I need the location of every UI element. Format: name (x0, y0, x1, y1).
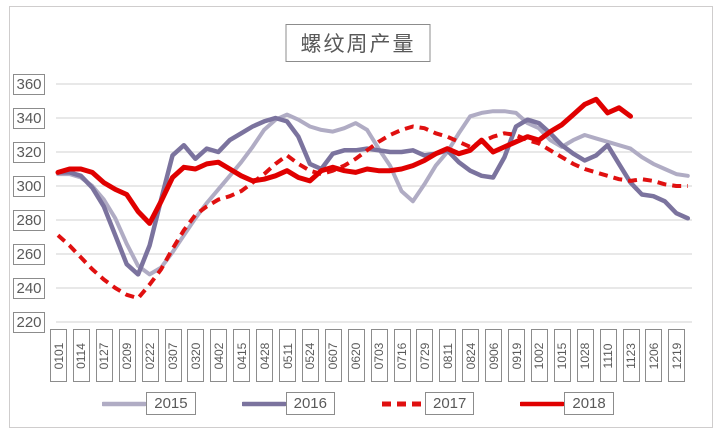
x-axis-tick-label: 1002 (530, 329, 548, 382)
x-axis-tick-text: 0428 (257, 342, 272, 369)
x-axis-tick-text: 0729 (417, 342, 432, 369)
x-axis-tick-label: 0511 (279, 329, 296, 382)
series-line-2015 (56, 109, 690, 277)
legend-item-2018: 2018 (520, 392, 614, 415)
x-axis-tick-label: 1206 (645, 329, 663, 382)
x-axis-tick-label: 1015 (553, 329, 571, 382)
x-axis-tick-text: 1002 (532, 342, 547, 369)
y-axis-tick-label: 220 (13, 311, 45, 333)
x-axis-tick-text: 0906 (486, 342, 501, 369)
x-axis-tick-label: 1028 (576, 329, 594, 382)
legend-swatch-2017 (382, 401, 424, 406)
legend: 2015 2016 2017 2018 (0, 392, 716, 415)
x-axis-tick-label: 0703 (370, 329, 388, 382)
x-axis-tick-text: 0101 (51, 342, 66, 369)
x-axis-tick-text: 1206 (646, 342, 661, 369)
x-axis-tick-label: 0209 (118, 329, 136, 382)
x-axis-tick-text: 0703 (372, 342, 387, 369)
x-axis-tick-text: 0307 (166, 342, 180, 369)
x-axis-tick-text: 0620 (349, 342, 364, 369)
x-axis-tick-text: 0511 (280, 342, 295, 369)
x-axis-tick-label: 1110 (599, 329, 617, 382)
x-axis-tick-text: 1123 (624, 342, 638, 369)
x-axis-tick-text: 0607 (326, 342, 341, 369)
legend-item-2015: 2015 (102, 392, 196, 415)
x-axis-tick-text: 1219 (669, 342, 684, 369)
legend-label-2018: 2018 (564, 392, 614, 415)
x-axis-tick-text: 0524 (303, 342, 318, 369)
x-axis-tick-label: 1123 (622, 329, 640, 382)
legend-item-2016: 2016 (241, 392, 335, 415)
x-axis-tick-label: 0811 (439, 329, 457, 382)
x-axis-tick-text: 0127 (97, 342, 112, 369)
x-axis-tick-text: 0824 (463, 342, 478, 369)
series-line-2018 (55, 96, 633, 226)
x-axis-tick-text: 0209 (120, 342, 135, 369)
legend-label-2016: 2016 (285, 392, 335, 415)
legend-swatch-2015 (102, 401, 147, 406)
legend-item-2017: 2017 (381, 392, 475, 415)
x-axis-tick-label: 0620 (347, 329, 365, 382)
chart-title: 螺纹周产量 (285, 24, 431, 62)
x-axis-tick-text: 0222 (143, 342, 158, 369)
y-axis-tick-label: 260 (13, 243, 45, 265)
x-axis-tick-label: 0222 (141, 329, 159, 382)
x-axis-tick-label: 0127 (95, 329, 113, 382)
x-axis-tick-text: 0716 (395, 342, 409, 369)
legend-label-2017: 2017 (425, 392, 475, 415)
legend-swatch-2016 (241, 401, 286, 406)
x-axis-tick-label: 0824 (462, 329, 480, 382)
x-axis-tick-label: 0307 (164, 329, 182, 382)
x-axis-tick-text: 1110 (601, 343, 616, 368)
x-axis-tick-label: 0415 (233, 329, 251, 382)
x-axis-tick-text: 1015 (555, 342, 570, 369)
x-axis-tick-label: 0906 (485, 329, 503, 382)
y-axis-tick-label: 360 (13, 73, 45, 95)
x-axis-tick-label: 0729 (416, 329, 434, 382)
y-axis-tick-label: 280 (13, 209, 45, 231)
x-axis-tick-text: 0114 (74, 342, 89, 369)
x-axis-tick-label: 1219 (668, 329, 686, 382)
x-axis-tick-text: 0402 (211, 342, 226, 369)
x-axis-tick-label: 0716 (393, 329, 411, 382)
x-axis-tick-label: 0114 (72, 329, 90, 382)
x-axis-tick-label: 0607 (324, 329, 342, 382)
y-axis-tick-label: 300 (13, 175, 45, 197)
x-axis-tick-text: 1028 (578, 342, 593, 369)
x-axis-tick-label: 0402 (210, 329, 228, 382)
y-axis-tick-label: 320 (13, 141, 45, 163)
x-axis-tick-text: 0919 (509, 342, 524, 369)
x-axis-tick-label: 0428 (256, 329, 274, 382)
x-axis-tick-label: 0919 (508, 329, 525, 382)
x-axis-tick-label: 0320 (187, 329, 205, 382)
legend-swatch-2018 (520, 401, 565, 406)
x-axis-tick-text: 0320 (188, 342, 203, 369)
x-axis-tick-text: 0811 (440, 342, 455, 369)
x-axis-tick-label: 0101 (50, 329, 67, 382)
y-axis-tick-label: 240 (13, 277, 45, 299)
series-line-2017 (56, 124, 688, 301)
x-axis-tick-text: 0415 (234, 342, 249, 369)
x-axis-tick-label: 0524 (301, 329, 319, 382)
legend-label-2015: 2015 (146, 392, 196, 415)
y-axis-tick-label: 340 (13, 107, 45, 129)
